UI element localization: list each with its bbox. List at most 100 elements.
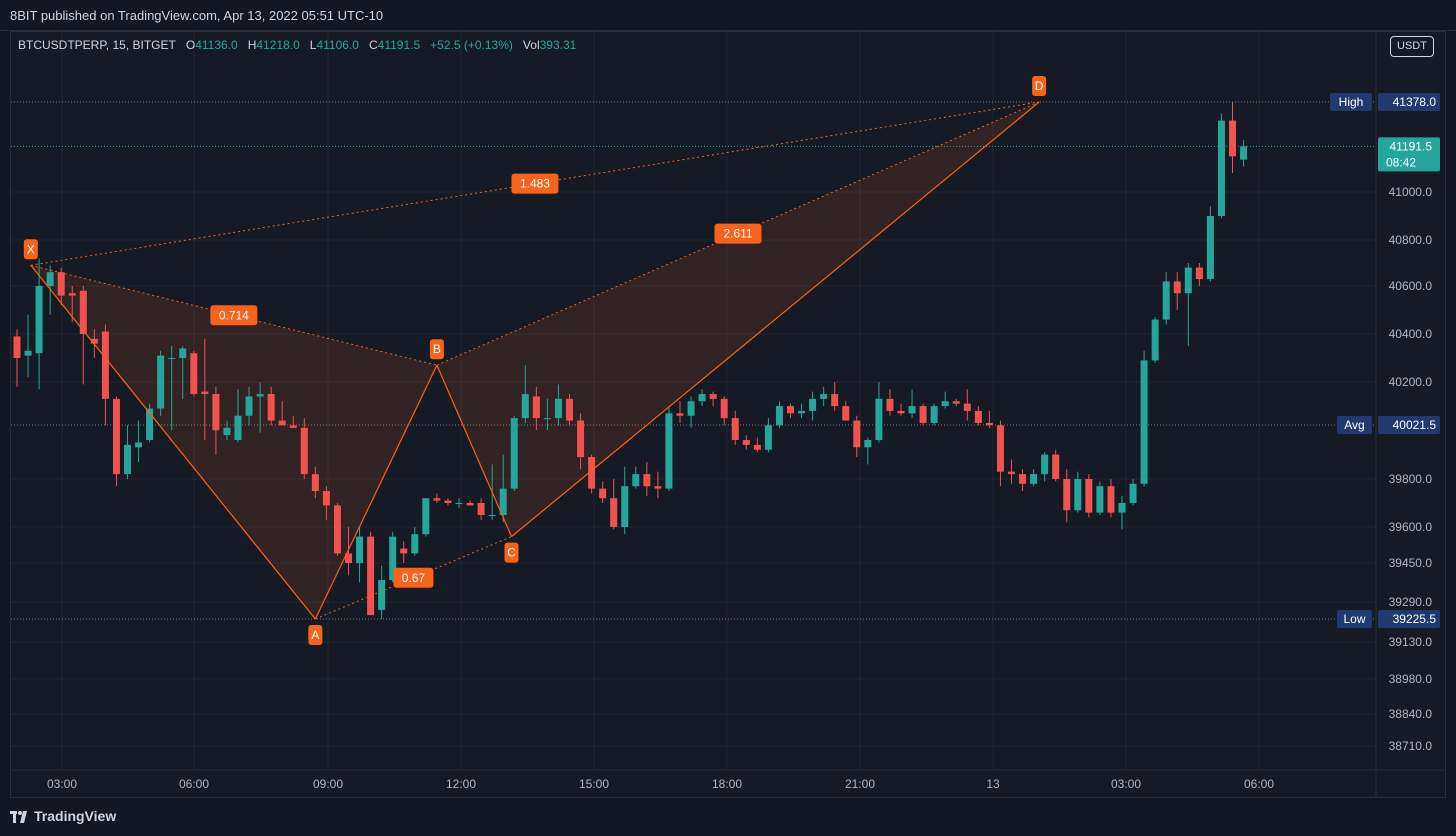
candle-body[interactable]: [1240, 146, 1248, 160]
candle-body[interactable]: [919, 406, 927, 423]
candle-body[interactable]: [930, 406, 938, 423]
pattern-point-badge[interactable]: [308, 625, 323, 645]
candle-body[interactable]: [79, 290, 87, 334]
candle-body[interactable]: [146, 408, 154, 440]
candle-body[interactable]: [256, 394, 264, 397]
pattern-point-badge[interactable]: [1032, 76, 1047, 96]
candle-body[interactable]: [753, 444, 761, 450]
candle-body[interactable]: [1129, 483, 1137, 503]
pattern-leg[interactable]: [314, 364, 438, 620]
candle-body[interactable]: [510, 418, 518, 489]
candle-body[interactable]: [1162, 281, 1170, 320]
candle-body[interactable]: [179, 348, 187, 358]
candle-body[interactable]: [1173, 281, 1181, 294]
candle-body[interactable]: [57, 272, 65, 296]
candle-body[interactable]: [1229, 120, 1236, 157]
ratio-badge[interactable]: [210, 305, 258, 326]
candle-body[interactable]: [643, 474, 651, 487]
candle-body[interactable]: [1041, 454, 1049, 475]
candle-body[interactable]: [599, 488, 607, 499]
candle-body[interactable]: [289, 425, 297, 428]
candle-body[interactable]: [46, 272, 54, 286]
candle-body[interactable]: [698, 394, 706, 402]
candle-body[interactable]: [1019, 474, 1027, 484]
candle-body[interactable]: [168, 358, 176, 359]
candle-body[interactable]: [1107, 486, 1115, 513]
candle-body[interactable]: [157, 355, 165, 409]
candle-body[interactable]: [444, 500, 452, 503]
candle-body[interactable]: [190, 353, 198, 395]
candle-body[interactable]: [742, 439, 750, 445]
candle-body[interactable]: [212, 394, 220, 431]
candle-body[interactable]: [974, 410, 982, 423]
candle-body[interactable]: [1074, 479, 1082, 511]
candle-body[interactable]: [68, 293, 76, 296]
candle-body[interactable]: [532, 396, 540, 419]
candle-body[interactable]: [521, 394, 529, 419]
ratio-badge[interactable]: [393, 567, 434, 588]
candle-body[interactable]: [345, 553, 352, 563]
candle-body[interactable]: [267, 394, 275, 421]
candle-body[interactable]: [952, 401, 960, 404]
candle-body[interactable]: [90, 338, 98, 344]
candle-body[interactable]: [1217, 120, 1225, 216]
candle-body[interactable]: [455, 503, 463, 504]
candle-body[interactable]: [588, 457, 596, 489]
candle-body[interactable]: [367, 536, 375, 616]
candle-body[interactable]: [886, 398, 894, 411]
candle-body[interactable]: [820, 394, 828, 399]
candle-body[interactable]: [1151, 319, 1159, 361]
pattern-point-badge[interactable]: [429, 339, 444, 360]
candle-body[interactable]: [300, 427, 308, 475]
candle-body[interactable]: [775, 406, 783, 426]
pattern-point-badge[interactable]: [504, 542, 519, 563]
candle-body[interactable]: [223, 427, 231, 436]
candle-body[interactable]: [621, 486, 629, 527]
candle-body[interactable]: [842, 406, 850, 421]
candle-body[interactable]: [897, 410, 905, 414]
pattern-leg[interactable]: [511, 101, 1040, 538]
candle-body[interactable]: [101, 331, 109, 399]
candle-body[interactable]: [720, 398, 728, 419]
candle-body[interactable]: [764, 425, 772, 450]
candle-body[interactable]: [333, 505, 341, 554]
candle-body[interactable]: [996, 425, 1004, 472]
candle-body[interactable]: [687, 401, 695, 416]
candle-body[interactable]: [477, 503, 485, 515]
candle-body[interactable]: [543, 418, 551, 420]
pattern-leg[interactable]: [30, 264, 316, 620]
candle-body[interactable]: [787, 406, 794, 414]
candle-body[interactable]: [234, 415, 242, 440]
candle-body[interactable]: [632, 474, 640, 487]
symbol-name[interactable]: BTCUSDTPERP, 15, BITGET: [18, 38, 176, 52]
candle-body[interactable]: [311, 474, 319, 491]
candle-body[interactable]: [577, 420, 585, 458]
candle-body[interactable]: [1096, 486, 1104, 513]
candle-body[interactable]: [798, 410, 806, 414]
candle-body[interactable]: [676, 413, 684, 416]
candle-body[interactable]: [245, 396, 253, 416]
candle-body[interactable]: [466, 503, 474, 506]
candle-body[interactable]: [356, 536, 364, 563]
candle-body[interactable]: [963, 403, 971, 411]
candle-body[interactable]: [864, 439, 872, 448]
pattern-point-badge[interactable]: [23, 239, 38, 260]
candle-body[interactable]: [400, 548, 408, 554]
candle-body[interactable]: [1063, 479, 1071, 511]
candle-body[interactable]: [985, 422, 993, 426]
currency-button[interactable]: USDT: [1390, 36, 1434, 57]
candle-body[interactable]: [1184, 267, 1192, 294]
candle-body[interactable]: [809, 398, 817, 411]
candle-body[interactable]: [1195, 267, 1203, 280]
candle-body[interactable]: [831, 394, 839, 407]
candle-body[interactable]: [654, 486, 662, 489]
tradingview-logo[interactable]: TradingView: [10, 808, 116, 824]
candle-body[interactable]: [1085, 479, 1093, 513]
candle-body[interactable]: [1118, 503, 1126, 513]
candle-body[interactable]: [610, 498, 618, 527]
candle-body[interactable]: [389, 536, 397, 581]
candle-body[interactable]: [24, 350, 32, 356]
candle-body[interactable]: [1030, 474, 1038, 484]
candle-body[interactable]: [731, 418, 739, 440]
